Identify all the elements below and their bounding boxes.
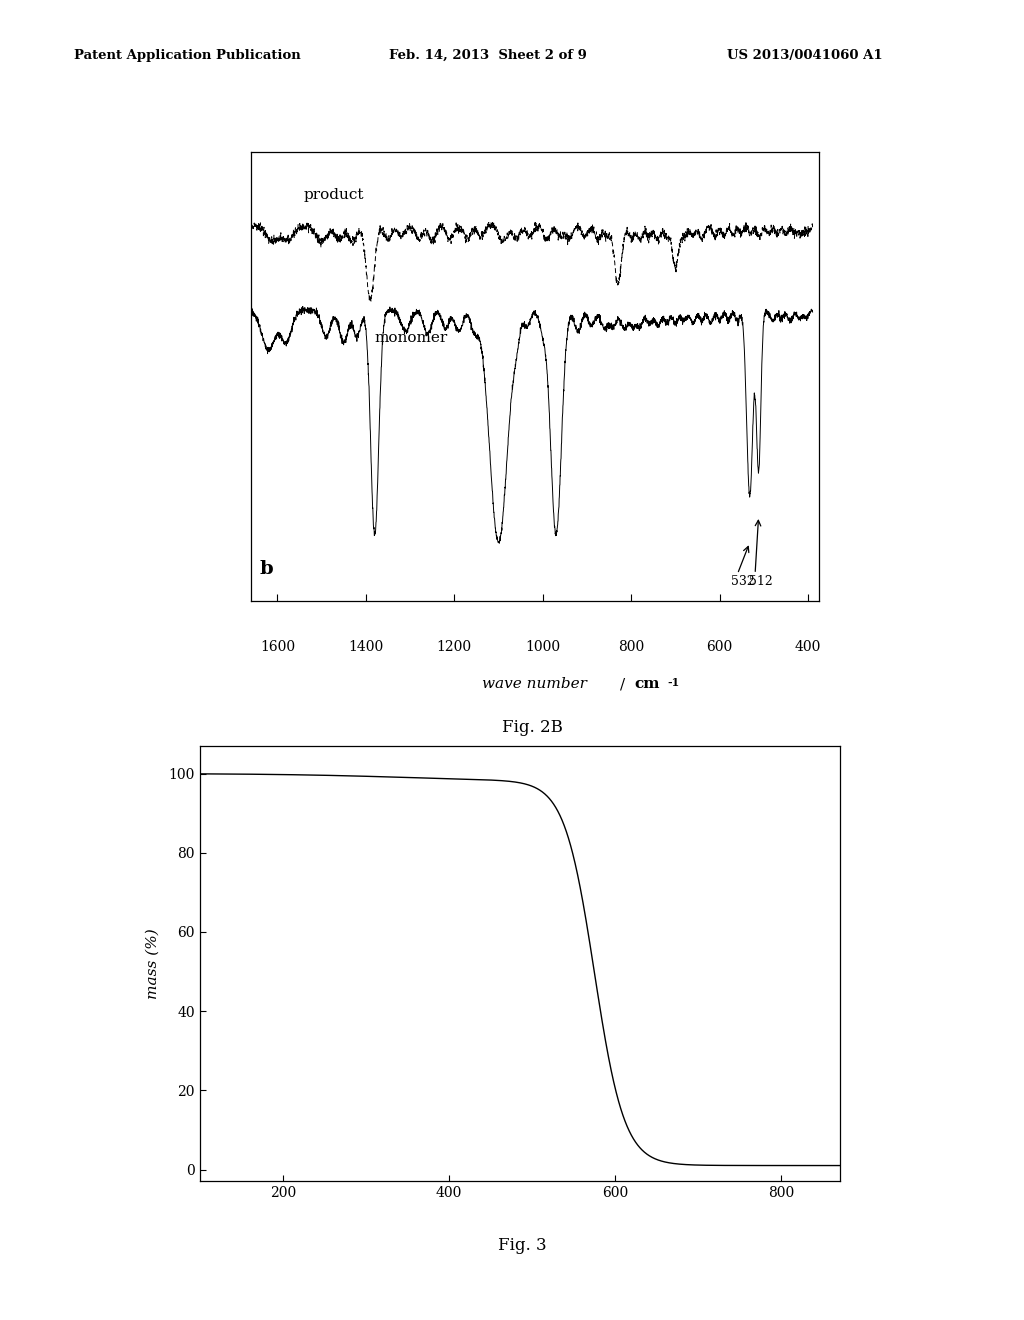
Text: product: product <box>304 189 365 202</box>
Y-axis label: mass (%): mass (%) <box>146 928 160 999</box>
Text: 600: 600 <box>707 640 733 655</box>
Text: Fig. 3: Fig. 3 <box>498 1237 547 1254</box>
Text: 532: 532 <box>731 574 755 587</box>
Text: US 2013/0041060 A1: US 2013/0041060 A1 <box>727 49 883 62</box>
Text: 512: 512 <box>749 574 773 587</box>
Text: 1000: 1000 <box>525 640 560 655</box>
Text: cm: cm <box>635 677 659 692</box>
Text: 1200: 1200 <box>437 640 472 655</box>
Text: Fig. 2B: Fig. 2B <box>502 719 563 737</box>
Text: 1600: 1600 <box>260 640 295 655</box>
Text: monomer: monomer <box>375 331 447 345</box>
Text: Feb. 14, 2013  Sheet 2 of 9: Feb. 14, 2013 Sheet 2 of 9 <box>389 49 587 62</box>
Text: /: / <box>620 677 626 692</box>
Text: -1: -1 <box>668 677 680 688</box>
Text: 400: 400 <box>795 640 821 655</box>
Text: Patent Application Publication: Patent Application Publication <box>74 49 300 62</box>
Text: 1400: 1400 <box>348 640 384 655</box>
Text: 800: 800 <box>618 640 644 655</box>
Text: b: b <box>260 560 273 578</box>
Text: wave number: wave number <box>482 677 587 692</box>
